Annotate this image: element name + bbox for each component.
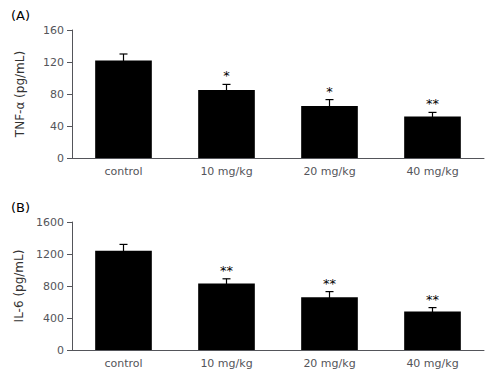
svg-text:IL-6 (pg/mL): IL-6 (pg/mL) [12, 250, 26, 323]
svg-text:1200: 1200 [36, 248, 64, 261]
svg-text:20 mg/kg: 20 mg/kg [303, 165, 355, 178]
svg-text:**: ** [220, 263, 234, 278]
svg-text:1600: 1600 [36, 216, 64, 229]
svg-text:*: * [326, 84, 333, 99]
svg-text:40: 40 [50, 120, 64, 133]
svg-text:**: ** [323, 276, 337, 291]
svg-text:80: 80 [50, 88, 64, 101]
svg-text:10 mg/kg: 10 mg/kg [200, 357, 252, 370]
svg-text:**: ** [426, 292, 440, 307]
svg-text:120: 120 [43, 56, 64, 69]
svg-text:20 mg/kg: 20 mg/kg [303, 357, 355, 370]
svg-text:40 mg/kg: 40 mg/kg [406, 165, 458, 178]
svg-text:TNF-α (pg/mL): TNF-α (pg/mL) [13, 51, 27, 138]
svg-text:control: control [104, 165, 142, 178]
svg-text:(B): (B) [11, 200, 30, 215]
svg-text:0: 0 [57, 152, 64, 165]
svg-text:400: 400 [43, 312, 64, 325]
svg-text:10 mg/kg: 10 mg/kg [200, 165, 252, 178]
svg-text:0: 0 [57, 344, 64, 357]
svg-text:(A): (A) [11, 8, 30, 23]
svg-text:**: ** [426, 96, 440, 111]
svg-text:control: control [104, 357, 142, 370]
svg-text:40 mg/kg: 40 mg/kg [406, 357, 458, 370]
svg-text:800: 800 [43, 280, 64, 293]
svg-text:*: * [223, 68, 230, 83]
svg-text:160: 160 [43, 24, 64, 37]
